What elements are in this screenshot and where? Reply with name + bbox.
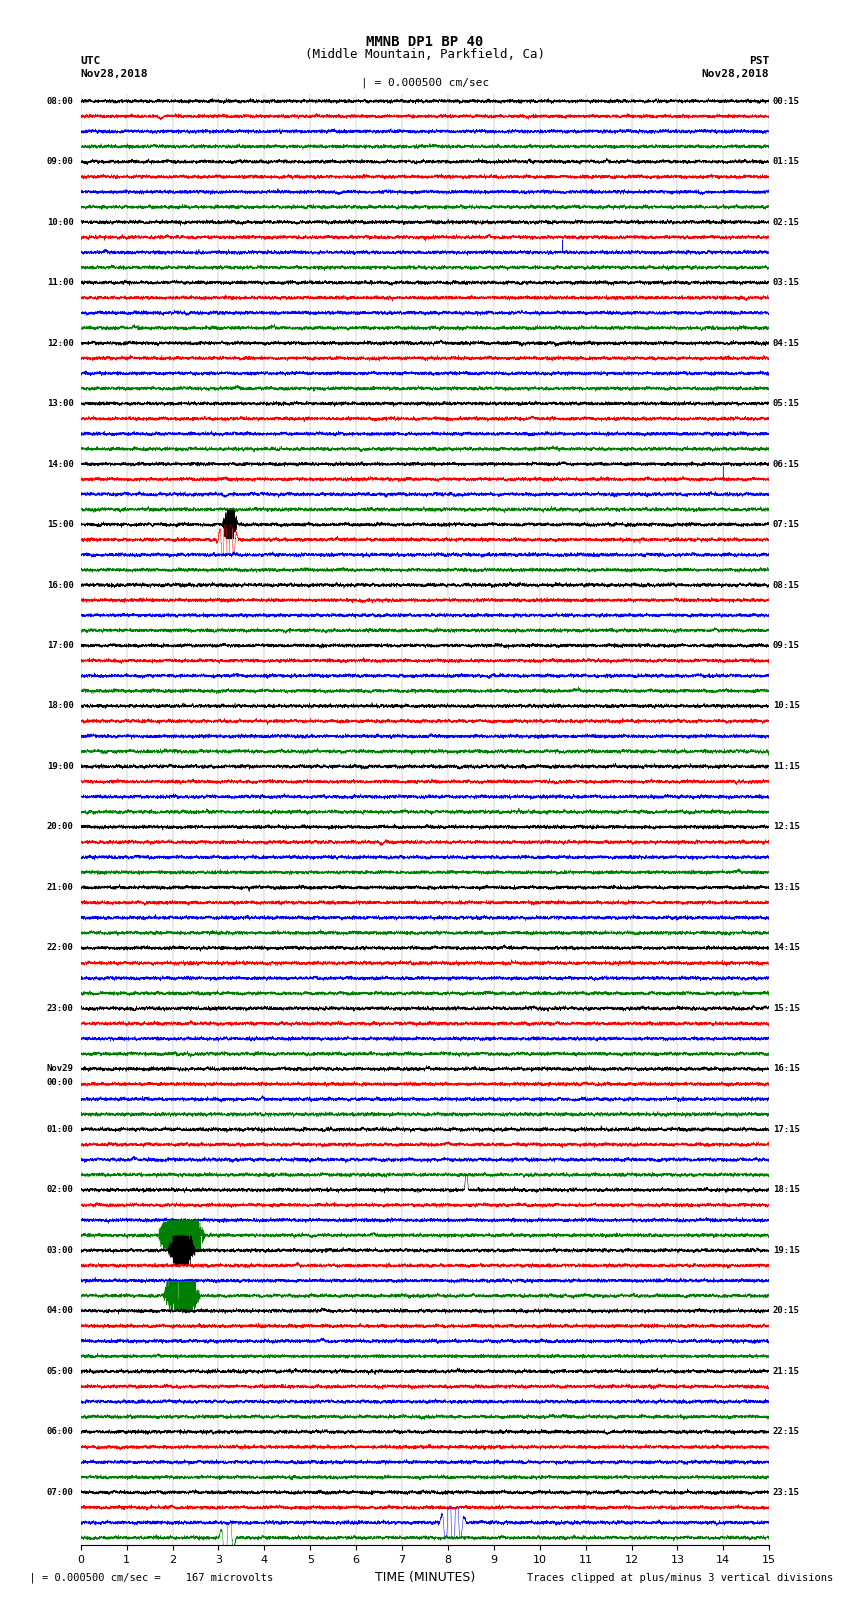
Text: 16:00: 16:00	[47, 581, 74, 589]
Text: 17:00: 17:00	[47, 640, 74, 650]
Text: (Middle Mountain, Parkfield, Ca): (Middle Mountain, Parkfield, Ca)	[305, 48, 545, 61]
Text: 19:00: 19:00	[47, 761, 74, 771]
Text: 00:00: 00:00	[47, 1077, 74, 1087]
Text: MMNB DP1 BP 40: MMNB DP1 BP 40	[366, 35, 484, 50]
Text: | = 0.000500 cm/sec =    167 microvolts: | = 0.000500 cm/sec = 167 microvolts	[17, 1573, 273, 1584]
Text: 03:00: 03:00	[47, 1245, 74, 1255]
Text: 06:00: 06:00	[47, 1428, 74, 1436]
Text: 19:15: 19:15	[773, 1245, 800, 1255]
Text: 15:00: 15:00	[47, 519, 74, 529]
Text: 01:00: 01:00	[47, 1124, 74, 1134]
Text: 20:00: 20:00	[47, 823, 74, 831]
Text: 13:00: 13:00	[47, 398, 74, 408]
Text: 12:15: 12:15	[773, 823, 800, 831]
Text: UTC: UTC	[81, 56, 101, 66]
Text: 01:15: 01:15	[773, 156, 800, 166]
Text: 14:00: 14:00	[47, 460, 74, 468]
Text: 06:15: 06:15	[773, 460, 800, 468]
Text: Nov29: Nov29	[47, 1065, 74, 1073]
Text: 15:15: 15:15	[773, 1003, 800, 1013]
Text: Nov28,2018: Nov28,2018	[702, 69, 769, 79]
Text: 09:00: 09:00	[47, 156, 74, 166]
Text: 11:15: 11:15	[773, 761, 800, 771]
Text: 08:15: 08:15	[773, 581, 800, 589]
Text: 03:15: 03:15	[773, 277, 800, 287]
Text: 18:00: 18:00	[47, 702, 74, 710]
Text: 14:15: 14:15	[773, 944, 800, 952]
Text: 20:15: 20:15	[773, 1307, 800, 1315]
Text: 21:00: 21:00	[47, 882, 74, 892]
Text: 00:15: 00:15	[773, 97, 800, 105]
Text: Nov28,2018: Nov28,2018	[81, 69, 148, 79]
Text: 05:00: 05:00	[47, 1366, 74, 1376]
Text: 11:00: 11:00	[47, 277, 74, 287]
Text: 04:15: 04:15	[773, 339, 800, 347]
Text: PST: PST	[749, 56, 769, 66]
Text: 22:00: 22:00	[47, 944, 74, 952]
Text: 18:15: 18:15	[773, 1186, 800, 1194]
Text: 21:15: 21:15	[773, 1366, 800, 1376]
Text: 16:15: 16:15	[773, 1065, 800, 1073]
Text: 04:00: 04:00	[47, 1307, 74, 1315]
Text: Traces clipped at plus/minus 3 vertical divisions: Traces clipped at plus/minus 3 vertical …	[527, 1573, 833, 1582]
Text: 05:15: 05:15	[773, 398, 800, 408]
Text: 10:00: 10:00	[47, 218, 74, 226]
Text: 08:00: 08:00	[47, 97, 74, 105]
Text: 07:00: 07:00	[47, 1487, 74, 1497]
Text: 02:00: 02:00	[47, 1186, 74, 1194]
X-axis label: TIME (MINUTES): TIME (MINUTES)	[375, 1571, 475, 1584]
Text: 23:15: 23:15	[773, 1487, 800, 1497]
Text: 02:15: 02:15	[773, 218, 800, 226]
Text: 17:15: 17:15	[773, 1124, 800, 1134]
Text: 12:00: 12:00	[47, 339, 74, 347]
Text: 10:15: 10:15	[773, 702, 800, 710]
Text: 09:15: 09:15	[773, 640, 800, 650]
Text: 23:00: 23:00	[47, 1003, 74, 1013]
Text: 22:15: 22:15	[773, 1428, 800, 1436]
Text: 07:15: 07:15	[773, 519, 800, 529]
Text: 13:15: 13:15	[773, 882, 800, 892]
Text: | = 0.000500 cm/sec: | = 0.000500 cm/sec	[361, 77, 489, 89]
